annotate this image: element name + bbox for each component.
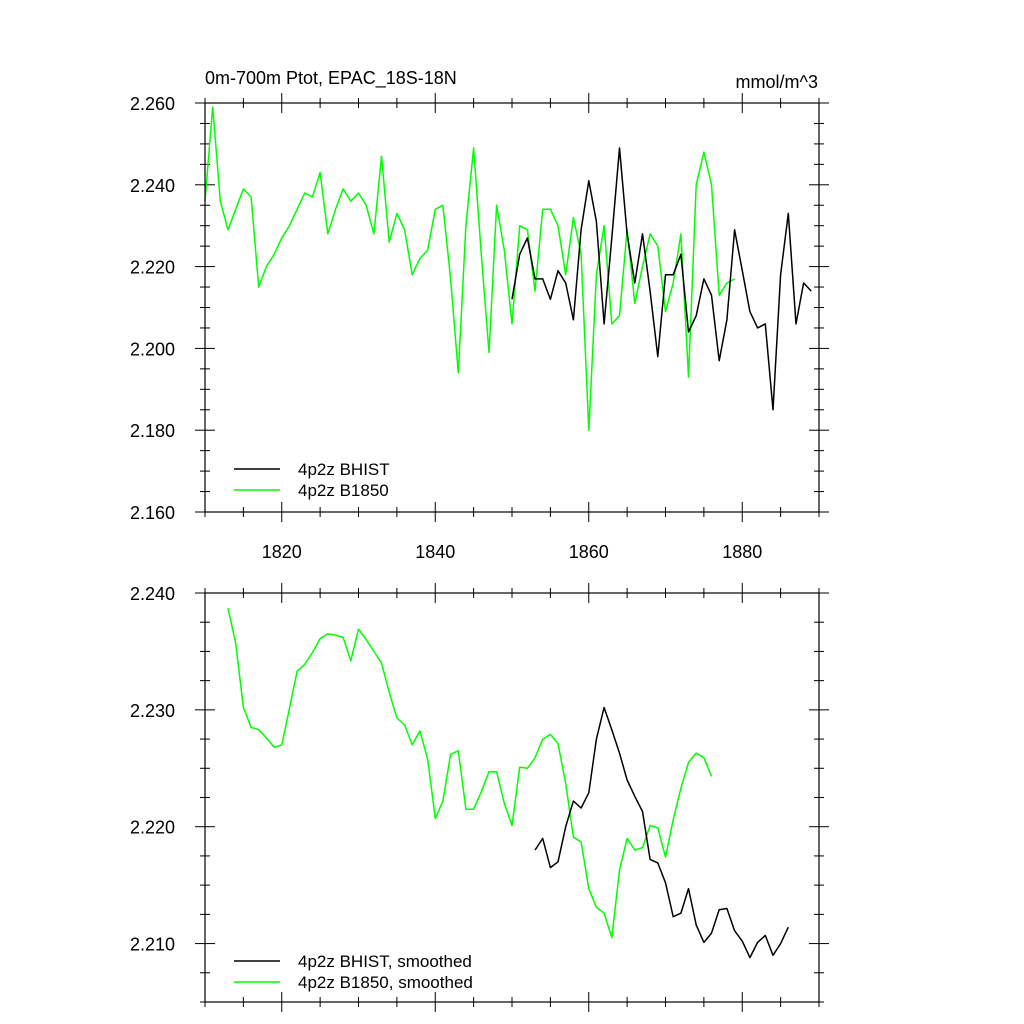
bottom-plot-frame (204, 592, 820, 1003)
top-plot-frame (204, 102, 820, 513)
top-legend-label-bhist: 4p2z BHIST (298, 460, 390, 479)
top-legend: 4p2z BHIST 4p2z B1850 (234, 460, 390, 500)
bottom-series-line-4p2z-bhist-smoothed (534, 706, 789, 959)
bottom-legend-label-bhist: 4p2z BHIST, smoothed (298, 952, 472, 971)
top-minor-ticks (200, 98, 824, 517)
top-panel: 0m-700m Ptot, EPAC_18S-18N mmol/m^3 2.16… (130, 68, 829, 562)
bottom-y-tick-labels: 2.210 2.220 2.230 2.240 (130, 584, 175, 955)
top-ytick-label: 2.260 (130, 94, 175, 114)
top-ytick-label: 2.220 (130, 258, 175, 278)
top-ytick-label: 2.240 (130, 176, 175, 196)
bottom-ytick-label: 2.240 (130, 584, 175, 604)
top-ytick-label: 2.180 (130, 421, 175, 441)
top-y-tick-labels: 2.160 2.180 2.200 2.220 2.240 2.260 (130, 94, 175, 523)
bottom-minor-ticks (200, 588, 824, 1007)
top-xtick-label: 1880 (722, 542, 762, 562)
top-series-line-4p2z-bhist (511, 147, 812, 411)
top-chart-title: 0m-700m Ptot, EPAC_18S-18N (205, 68, 457, 89)
bottom-series-lines (227, 608, 789, 959)
top-series-line-4p2z-b1850 (204, 106, 735, 431)
top-major-ticks (195, 93, 829, 522)
top-ytick-label: 2.160 (130, 503, 175, 523)
top-legend-label-b1850: 4p2z B1850 (298, 481, 389, 500)
bottom-ytick-label: 2.230 (130, 701, 175, 721)
bottom-ytick-label: 2.220 (130, 818, 175, 838)
top-series-lines (204, 106, 812, 431)
bottom-legend-label-b1850: 4p2z B1850, smoothed (298, 973, 473, 992)
top-ytick-label: 2.200 (130, 339, 175, 359)
top-x-tick-labels: 1820 1840 1860 1880 (262, 542, 763, 562)
bottom-series-line-4p2z-b1850-smoothed (227, 608, 713, 939)
top-xtick-label: 1820 (262, 542, 302, 562)
top-xtick-label: 1840 (415, 542, 455, 562)
top-xtick-label: 1860 (569, 542, 609, 562)
bottom-legend: 4p2z BHIST, smoothed 4p2z B1850, smoothe… (234, 952, 473, 992)
top-chart-units: mmol/m^3 (736, 72, 818, 92)
bottom-major-ticks (195, 583, 829, 1012)
bottom-ytick-label: 2.210 (130, 935, 175, 955)
bottom-panel: 2.210 2.220 2.230 2.240 4p2z BHIST, smoothe… (130, 583, 829, 1012)
